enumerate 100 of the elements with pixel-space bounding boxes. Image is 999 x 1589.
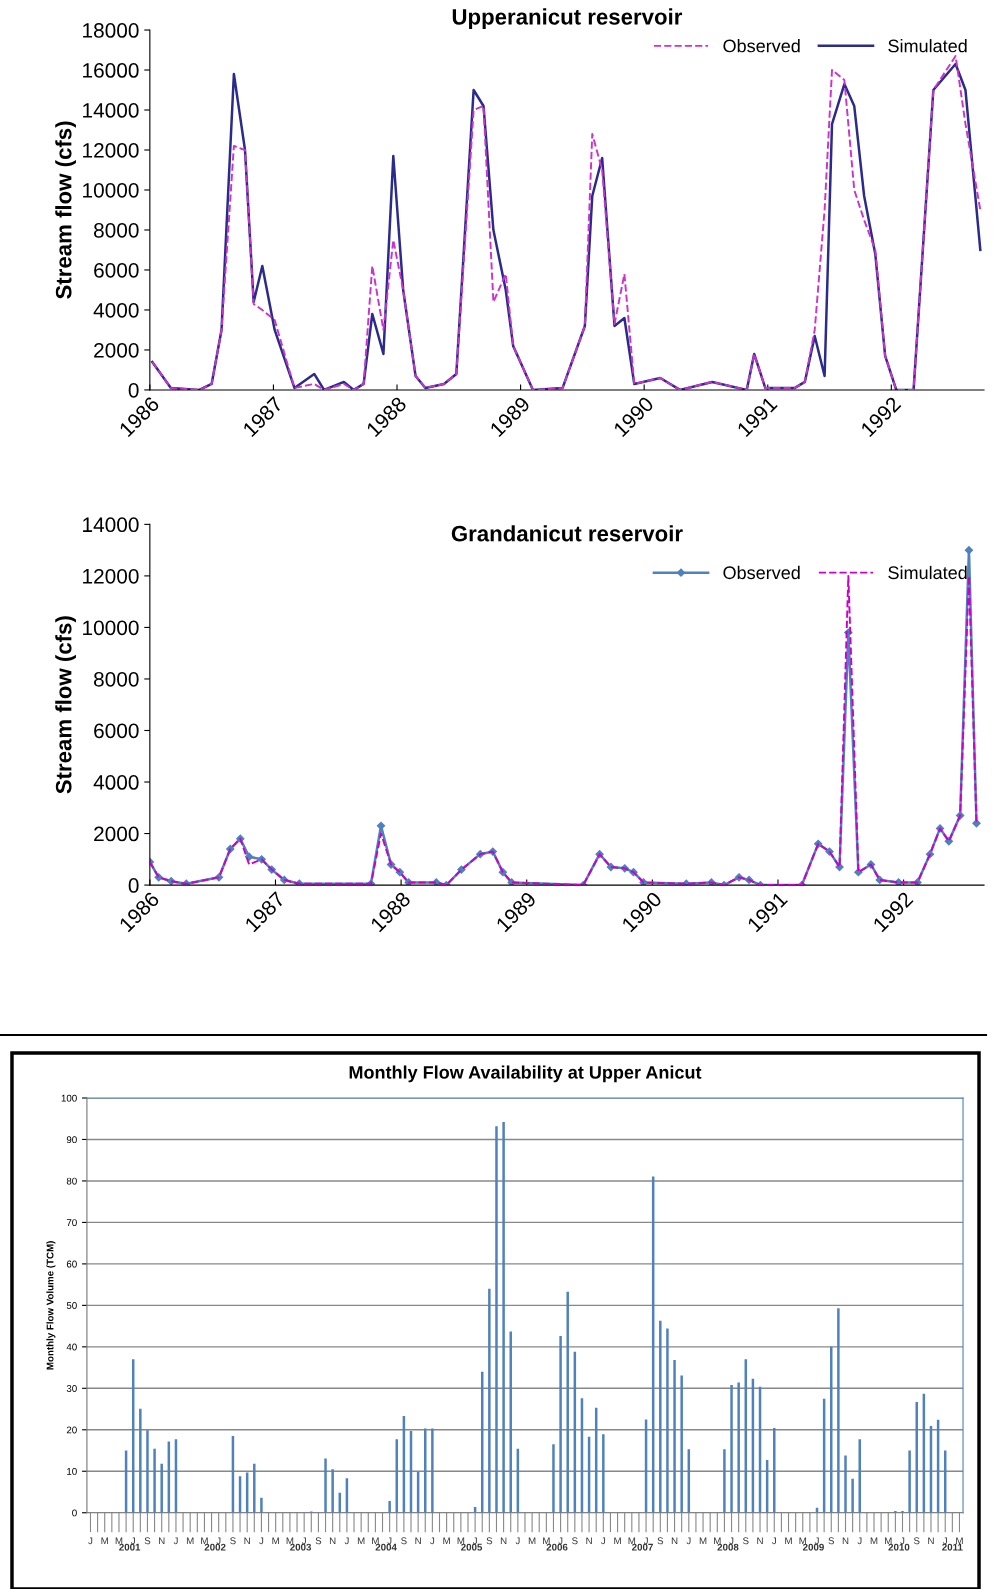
- y-tick-label: 40: [66, 1343, 77, 1351]
- y-axis-title: Stream flow (cfs): [55, 121, 76, 299]
- x-tick-label: S: [144, 1537, 151, 1545]
- y-tick-label: 90: [66, 1136, 77, 1144]
- text: 2010: [888, 1543, 910, 1551]
- x-tick-label: M: [628, 1537, 636, 1545]
- x-tick-label: J: [814, 1537, 819, 1545]
- x-tick-label: J: [472, 1537, 477, 1545]
- text: 2011: [942, 1543, 963, 1551]
- x-tick-label: J: [772, 1537, 776, 1545]
- y-tick-label: 14000: [83, 103, 139, 118]
- y-tick-label: 20: [66, 1426, 77, 1434]
- x-tick-label: N: [158, 1537, 165, 1545]
- x-tick-label: N: [757, 1537, 763, 1545]
- y-tick-label: 0: [128, 878, 139, 893]
- y-tick-label: 8000: [94, 222, 139, 238]
- text: 2004: [375, 1543, 397, 1551]
- x-tick-label: J: [558, 1537, 563, 1545]
- x-tick-label: J: [259, 1537, 264, 1545]
- x-tick-label: M: [115, 1537, 123, 1545]
- x-tick-label: M: [272, 1537, 279, 1545]
- y-axis-title: Monthly Flow Volume (TCM): [46, 1241, 56, 1370]
- x-tick-label: N: [586, 1537, 592, 1545]
- text: 2009: [802, 1543, 824, 1551]
- x-tick-label: N: [244, 1537, 250, 1545]
- y-tick-label: 0: [72, 1509, 77, 1517]
- x-tick-label: J: [216, 1537, 221, 1545]
- x-tick-label: J: [301, 1537, 306, 1545]
- x-tick-label: M: [357, 1537, 365, 1545]
- y-tick-label: 6000: [94, 723, 139, 739]
- x-tick-label: J: [515, 1537, 520, 1545]
- x-tick-label: M: [799, 1537, 807, 1545]
- x-tick-label: S: [315, 1537, 322, 1545]
- y-tick-label: 6000: [94, 262, 139, 278]
- text: 2008: [717, 1543, 739, 1551]
- x-tick-label: M: [956, 1537, 963, 1545]
- y-tick-label: 100: [61, 1094, 77, 1102]
- x-tick-label: M: [870, 1537, 878, 1545]
- x-tick-label: S: [486, 1537, 493, 1545]
- x-tick-label: M: [884, 1537, 892, 1545]
- text: 2005: [461, 1543, 483, 1551]
- text: 2003: [290, 1543, 312, 1551]
- x-tick-label: M: [543, 1537, 550, 1545]
- x-tick-label: M: [372, 1537, 379, 1545]
- y-tick-label: 2000: [94, 826, 139, 842]
- x-tick-label: J: [344, 1537, 349, 1545]
- x-tick-label: M: [714, 1537, 721, 1545]
- y-tick-label: 10000: [83, 182, 139, 198]
- chart-title: Grandanicut reservoir: [451, 525, 683, 542]
- y-tick-label: 16000: [83, 63, 139, 78]
- y-tick-label: 8000: [94, 671, 139, 687]
- x-tick-label: M: [201, 1537, 208, 1545]
- y-tick-label: 14000: [83, 517, 139, 533]
- y-tick-label: 50: [66, 1302, 77, 1309]
- x-tick-label: S: [913, 1537, 920, 1545]
- x-tick-label: J: [430, 1537, 435, 1545]
- y-tick-label: 2000: [94, 342, 139, 358]
- text: 2006: [546, 1543, 568, 1551]
- y-tick-label: 70: [66, 1219, 77, 1227]
- x-tick-label: M: [614, 1537, 621, 1545]
- y-tick-label: 4000: [93, 775, 139, 790]
- x-tick-label: N: [928, 1537, 934, 1545]
- x-tick-label: J: [387, 1537, 392, 1545]
- x-tick-label: N: [329, 1537, 336, 1545]
- text: 2007: [632, 1543, 653, 1551]
- x-tick-label: N: [671, 1537, 678, 1545]
- y-tick-label: 12000: [83, 568, 139, 584]
- text: 2001: [119, 1543, 141, 1551]
- x-tick-label: J: [643, 1537, 648, 1545]
- y-tick-label: 10: [67, 1467, 77, 1475]
- y-tick-label: 30: [66, 1385, 77, 1392]
- chart-title: Upperanicut reservoir: [452, 8, 683, 30]
- x-tick-label: M: [785, 1537, 792, 1545]
- y-tick-label: 18000: [83, 23, 139, 38]
- legend-label: Simulated: [888, 565, 967, 580]
- x-tick-label: S: [572, 1537, 578, 1545]
- x-tick-label: J: [173, 1537, 178, 1545]
- y-tick-label: 0: [128, 382, 139, 398]
- x-tick-label: S: [828, 1537, 835, 1545]
- x-tick-label: J: [729, 1537, 734, 1545]
- x-tick-label: S: [401, 1537, 407, 1545]
- x-tick-label: J: [88, 1537, 93, 1545]
- x-tick-label: J: [857, 1537, 862, 1545]
- x-tick-label: M: [186, 1537, 194, 1545]
- x-tick-label: J: [942, 1537, 947, 1545]
- legend-label: Observed: [723, 39, 800, 53]
- x-tick-label: N: [842, 1537, 849, 1545]
- x-tick-label: J: [900, 1537, 905, 1545]
- x-tick-label: N: [500, 1537, 507, 1545]
- x-tick-label: S: [657, 1537, 664, 1545]
- x-tick-label: M: [286, 1537, 294, 1545]
- x-tick-label: M: [528, 1537, 536, 1545]
- text: 2002: [204, 1543, 226, 1551]
- y-tick-label: 80: [66, 1177, 77, 1185]
- x-tick-label: J: [686, 1537, 691, 1545]
- y-axis-title: Stream flow (cfs): [55, 616, 76, 794]
- x-tick-label: M: [457, 1537, 465, 1545]
- x-tick-label: M: [443, 1537, 450, 1545]
- x-tick-label: S: [230, 1537, 236, 1545]
- y-tick-label: 10000: [83, 620, 139, 636]
